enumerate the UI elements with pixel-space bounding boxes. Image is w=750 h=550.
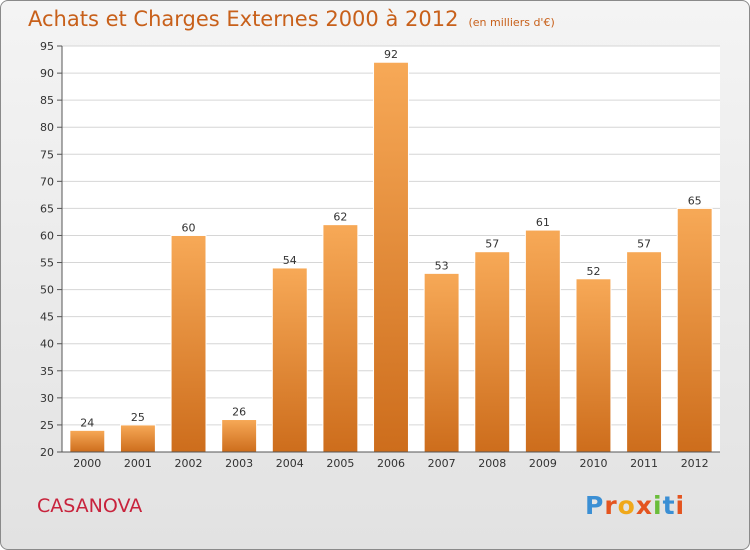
title-main: Achats et Charges Externes 2000 à 2012 [28, 7, 459, 31]
data-label: 62 [333, 211, 347, 224]
data-label: 61 [536, 216, 550, 229]
y-tick-label: 55 [40, 257, 54, 270]
y-tick-label: 70 [40, 175, 54, 188]
bars: 24 25 60 26 54 62 92 53 57 61 52 57 65 [69, 48, 713, 453]
y-tick-label: 90 [40, 67, 54, 80]
bar-2011 [626, 251, 663, 453]
bar-2005 [322, 224, 359, 453]
data-label: 26 [232, 406, 246, 419]
x-tick-label: 2007 [428, 457, 456, 470]
bar-2002 [170, 234, 207, 453]
data-label: 25 [131, 411, 145, 424]
logo-letter: i [675, 491, 686, 520]
data-label: 53 [435, 259, 449, 272]
bar-2004 [271, 267, 308, 453]
bar-2007 [423, 272, 460, 453]
y-tick-label: 65 [40, 202, 54, 215]
y-tick-label: 95 [40, 40, 54, 53]
y-tick-label: 35 [40, 365, 54, 378]
data-label: 52 [586, 265, 600, 278]
data-label: 57 [637, 238, 651, 251]
y-tick-label: 80 [40, 121, 54, 134]
place-name: CASANOVA [37, 495, 143, 517]
y-tick-label: 45 [40, 311, 54, 324]
data-label: 57 [485, 238, 499, 251]
x-tick-label: 2000 [73, 457, 101, 470]
logo-letter: r [604, 491, 618, 520]
logo-letter: i [653, 491, 663, 520]
y-tick-label: 50 [40, 284, 54, 297]
logo-letter: P [585, 491, 605, 520]
y-axis: 20 25 30 35 40 45 50 55 60 65 70 75 80 85 90 95 [40, 40, 63, 459]
bar-2012 [676, 207, 713, 453]
x-axis: 2000 2001 2002 2003 2004 2005 2006 2007 2008 2009… [62, 451, 720, 470]
bar-2003 [221, 419, 258, 453]
y-tick-label: 25 [40, 419, 54, 432]
y-tick-label: 40 [40, 338, 54, 351]
bar-2009 [524, 229, 561, 453]
y-tick-label: 20 [40, 446, 54, 459]
chart-title: Achats et Charges Externes 2000 à 2012 (e… [28, 7, 555, 31]
x-tick-label: 2008 [478, 457, 506, 470]
x-tick-label: 2011 [630, 457, 658, 470]
x-tick-label: 2002 [175, 457, 203, 470]
x-tick-label: 2009 [529, 457, 557, 470]
proxiti-logo: Proxiti [585, 491, 685, 520]
data-label: 60 [182, 221, 196, 234]
y-tick-label: 85 [40, 94, 54, 107]
y-tick-label: 75 [40, 148, 54, 161]
data-label: 92 [384, 48, 398, 61]
bar-2006 [373, 61, 409, 453]
x-tick-label: 2004 [276, 457, 304, 470]
x-tick-label: 2010 [579, 457, 607, 470]
bar-2001 [119, 424, 156, 453]
logo-letter: o [617, 491, 636, 520]
data-label: 24 [80, 416, 94, 429]
x-tick-label: 2003 [225, 457, 253, 470]
logo-letter: t [662, 491, 676, 520]
y-tick-label: 30 [40, 392, 54, 405]
x-tick-label: 2001 [124, 457, 152, 470]
y-tick-label: 60 [40, 229, 54, 242]
x-tick-label: 2005 [326, 457, 354, 470]
data-label: 65 [688, 194, 702, 207]
logo-letter: x [635, 491, 653, 520]
bar-2010 [575, 278, 612, 453]
x-tick-label: 2006 [377, 457, 405, 470]
bar-2000 [69, 429, 106, 453]
title-unit: (en milliers d'€) [468, 16, 555, 29]
data-label: 54 [283, 254, 297, 267]
x-tick-label: 2012 [681, 457, 709, 470]
bar-2008 [474, 251, 511, 453]
